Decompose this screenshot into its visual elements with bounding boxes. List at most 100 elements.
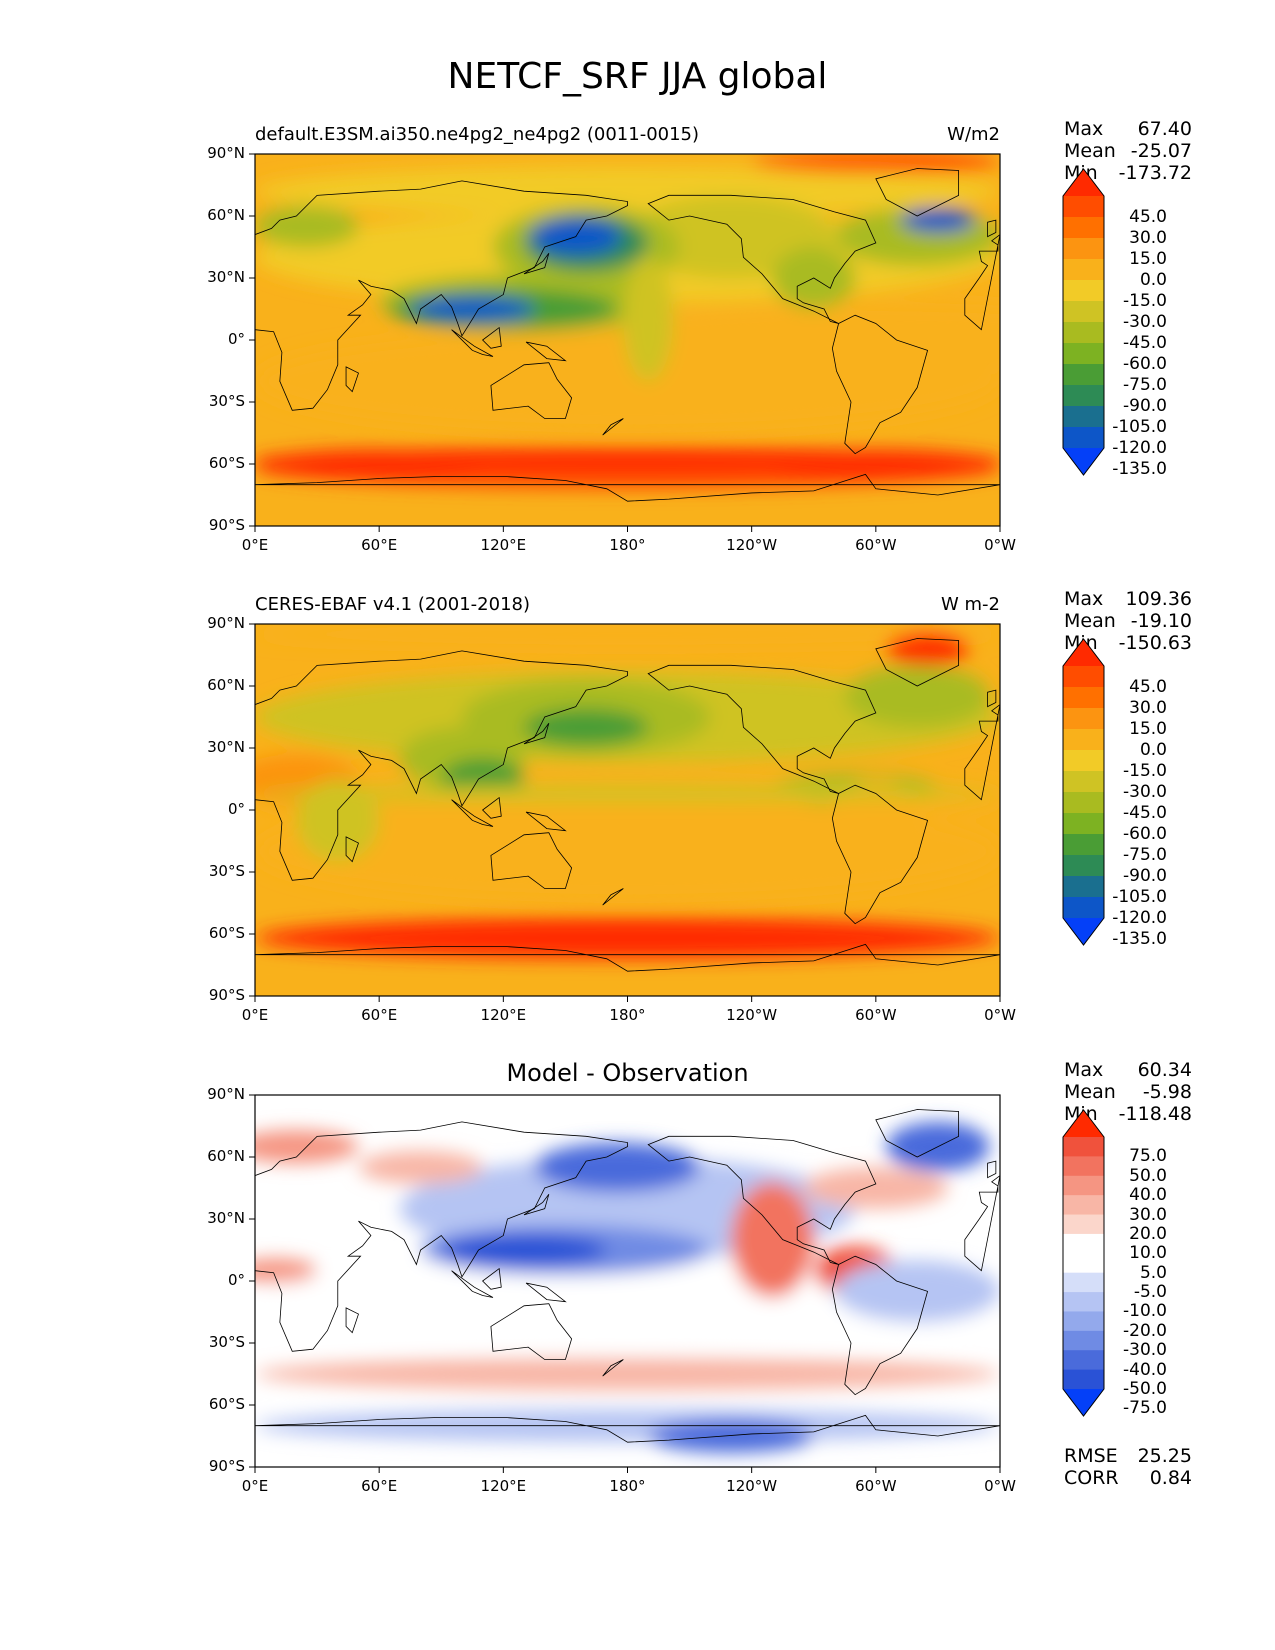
colorbar-label: -30.0 <box>1123 312 1167 332</box>
colorbar-bin <box>1063 1214 1104 1235</box>
lon-tick-label: 60°E <box>361 1477 398 1495</box>
coastline <box>875 168 960 217</box>
colorbar-label: 45.0 <box>1129 677 1167 697</box>
lat-tick-label: 60°S <box>208 454 245 472</box>
lat-tick-label: 0° <box>227 800 245 818</box>
lat-tick-label: 90°S <box>208 516 245 534</box>
panel-left-title: CERES-EBAF v4.1 (2001-2018) <box>255 594 531 615</box>
field-region <box>844 665 990 728</box>
colorbar-label: 20.0 <box>1129 1223 1167 1244</box>
coastline <box>482 796 502 819</box>
colorbar-bin <box>1063 813 1104 835</box>
field-region <box>623 257 674 382</box>
stat-value: 67.40 <box>1137 118 1192 140</box>
stat-row: Max 60.34 <box>1064 1059 1192 1081</box>
coastline <box>647 194 877 324</box>
coastline <box>255 650 628 881</box>
stat-row: Max 67.40 <box>1064 118 1192 140</box>
field-region <box>900 207 976 233</box>
lat-tick-label: 30°S <box>208 392 245 410</box>
colorbar-bin <box>1063 322 1104 344</box>
coastline <box>647 1135 877 1265</box>
colorbar-label: -60.0 <box>1123 824 1167 844</box>
stat-value: 109.36 <box>1125 588 1192 610</box>
coastline <box>987 689 997 708</box>
colorbar-label: -75.0 <box>1123 1398 1167 1419</box>
field-region <box>730 1181 814 1298</box>
field-region <box>255 1258 318 1284</box>
colorbar-bin <box>1063 238 1104 260</box>
lon-tick-label: 180° <box>609 1006 646 1024</box>
coastline <box>255 1414 1000 1443</box>
colorbar <box>1062 638 1105 946</box>
coastline <box>490 832 573 889</box>
colorbar-label: -90.0 <box>1123 866 1167 886</box>
stat-label: Max <box>1064 1059 1104 1081</box>
field-region <box>441 1233 607 1267</box>
colorbar-bin <box>1063 750 1104 772</box>
colorbar-label: 50.0 <box>1129 1165 1167 1186</box>
colorbar-bin <box>1063 1137 1104 1157</box>
colorbar-label: 40.0 <box>1129 1185 1167 1206</box>
colorbar-outline <box>1062 168 1105 476</box>
stat-row: Mean -19.10 <box>1064 610 1192 632</box>
colorbar-label: 10.0 <box>1129 1243 1167 1264</box>
colorbar-extend-max <box>1063 1110 1104 1137</box>
coastline <box>647 664 877 794</box>
coastline <box>964 234 1000 331</box>
lon-tick-label: 180° <box>609 1477 646 1495</box>
colorbar-label: -75.0 <box>1123 845 1167 865</box>
lon-tick-label: 0°W <box>984 1006 1016 1024</box>
coastline <box>490 1303 573 1360</box>
colorbar-label: -45.0 <box>1123 803 1167 823</box>
colorbar-bin <box>1063 1195 1104 1216</box>
lon-tick-label: 120°E <box>480 1477 527 1495</box>
colorbar-label: 30.0 <box>1129 698 1167 718</box>
colorbar-bin <box>1063 708 1104 730</box>
colorbar-bin <box>1063 1253 1104 1274</box>
coastline <box>451 799 494 827</box>
lon-tick-label: 60°E <box>361 1006 398 1024</box>
stat-value: -19.10 <box>1130 610 1192 632</box>
field-region <box>886 632 969 666</box>
lat-tick-label: 90°S <box>208 986 245 1004</box>
lon-tick-label: 0°E <box>241 536 269 554</box>
stat-value: 0.84 <box>1149 1467 1192 1489</box>
map-panel <box>249 1094 1001 1473</box>
field-region <box>627 195 835 278</box>
coastline <box>255 473 1000 502</box>
lat-tick-label: 60°S <box>208 924 245 942</box>
colorbar-label: 0.0 <box>1139 270 1167 290</box>
colorbar-bin <box>1063 196 1104 218</box>
coastline <box>523 722 550 745</box>
colorbar-bin <box>1063 1350 1104 1371</box>
lon-tick-label: 60°W <box>855 1477 897 1495</box>
colorbar-bin <box>1063 897 1104 919</box>
lon-tick-label: 0°W <box>984 536 1016 554</box>
colorbar-outline <box>1062 638 1105 946</box>
coastline <box>345 1307 359 1334</box>
stat-value: -118.48 <box>1118 1103 1192 1125</box>
coastline <box>875 638 960 687</box>
stat-value: -173.72 <box>1118 162 1192 184</box>
lat-tick-label: 60°N <box>207 1147 245 1165</box>
field-region <box>255 1250 1000 1354</box>
lat-tick-label: 60°S <box>208 1395 245 1413</box>
field-region <box>255 799 1000 903</box>
colorbar-label: 75.0 <box>1129 1146 1167 1167</box>
colorbar-bin <box>1063 855 1104 877</box>
coastline <box>490 362 573 419</box>
colorbar-label: -50.0 <box>1123 1379 1167 1399</box>
lat-tick-label: 30°N <box>207 738 245 756</box>
colorbar-bin <box>1063 771 1104 793</box>
stat-value: -25.07 <box>1130 140 1192 162</box>
coastline <box>964 1175 1000 1272</box>
panel-left-title: default.E3SM.ai350.ne4pg2_ne4pg2 (0011-0… <box>255 124 700 145</box>
coastline <box>525 811 567 832</box>
coastline <box>987 1160 997 1179</box>
stat-value: 60.34 <box>1137 1059 1192 1081</box>
coastline <box>345 836 359 863</box>
colorbar-bin <box>1063 792 1104 814</box>
colorbar-bin <box>1063 364 1104 386</box>
lat-tick-label: 0° <box>227 330 245 348</box>
